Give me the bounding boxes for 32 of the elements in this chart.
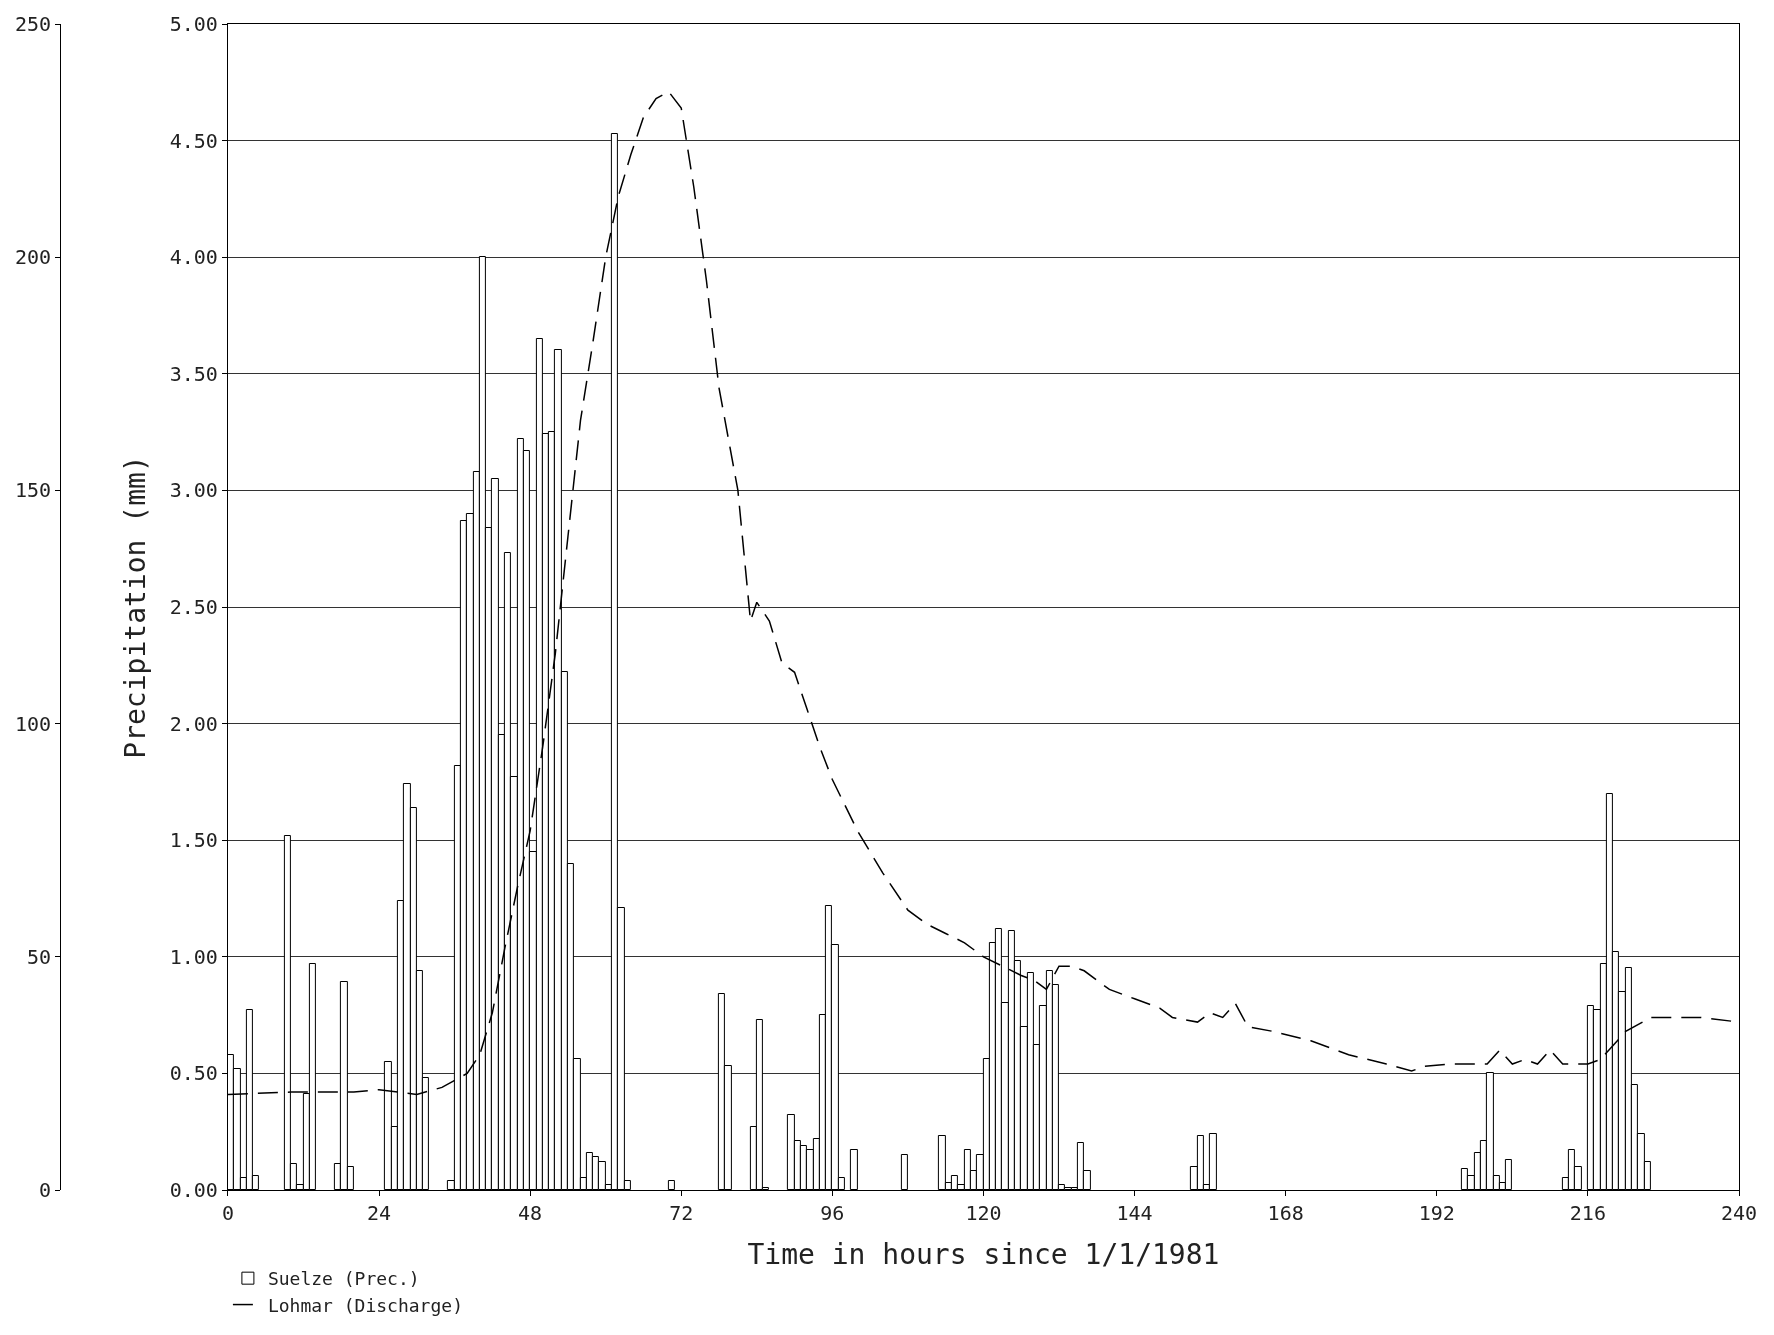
x-tick-label: 0: [221, 1201, 234, 1225]
y-tick-label: 3.50: [169, 361, 218, 386]
y-tick-label: 2.00: [169, 711, 218, 736]
x-tick-label: 48: [518, 1201, 543, 1225]
y2-tick-label: 250: [14, 12, 51, 36]
y-tick-label: 3.00: [169, 478, 218, 503]
x-tick-label: 72: [669, 1201, 694, 1225]
x-tick-label: 120: [965, 1201, 1002, 1225]
y2-tick-label: 100: [14, 711, 51, 736]
y-tick-label: 1.50: [169, 828, 218, 853]
x-tick-label: 24: [366, 1201, 392, 1225]
legend-label: Lohmar (Discharge): [267, 1294, 463, 1316]
y2-tick-label: 50: [26, 944, 51, 969]
x-tick-label: 96: [820, 1201, 845, 1225]
y-tick-label: 4.00: [169, 245, 218, 270]
y2-tick-label: 150: [14, 478, 51, 503]
legend-label: Suelze (Prec.): [267, 1268, 420, 1290]
x-tick-label: 240: [1720, 1201, 1758, 1225]
y-axis-title: Precipitation (mm): [119, 455, 153, 759]
x-axis-title: Time in hours since 1/1/1981: [747, 1238, 1220, 1272]
y-tick-label: 2.50: [169, 595, 218, 619]
y-tick-label: 1.00: [169, 944, 218, 969]
x-tick-label: 168: [1267, 1201, 1304, 1225]
y2-tick-label: 200: [14, 245, 51, 270]
y-tick-label: 5.00: [169, 12, 218, 36]
x-tick-label: 144: [1116, 1201, 1153, 1225]
y2-tick-label: 0: [38, 1178, 51, 1202]
y-tick-label: 0.00: [169, 1178, 218, 1202]
y-tick-label: 4.50: [169, 128, 218, 153]
x-tick-label: 192: [1418, 1201, 1455, 1225]
y-tick-label: 0.50: [169, 1061, 218, 1086]
x-tick-label: 216: [1569, 1201, 1606, 1225]
